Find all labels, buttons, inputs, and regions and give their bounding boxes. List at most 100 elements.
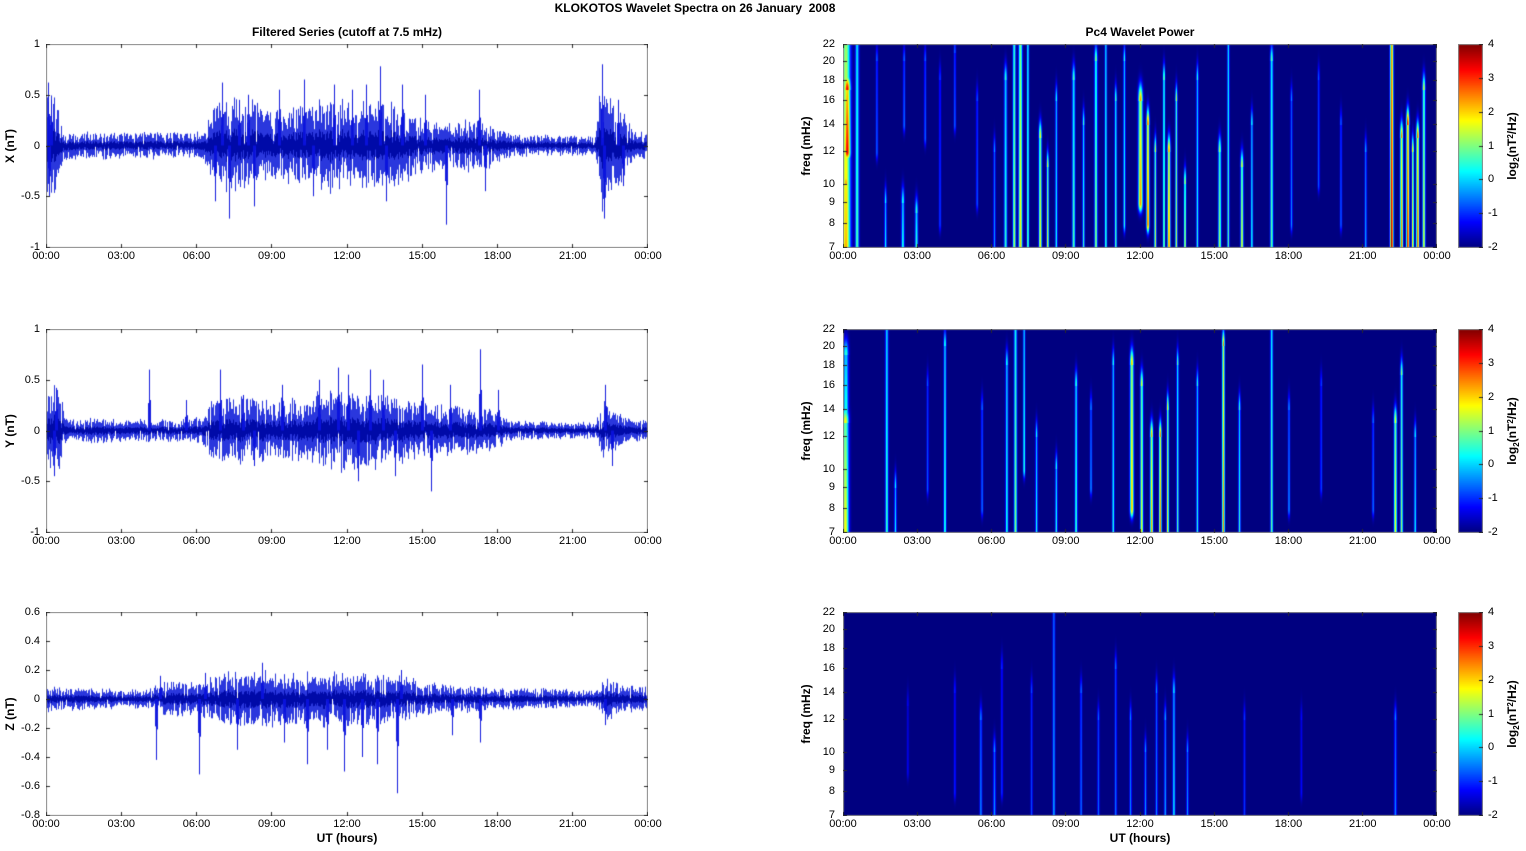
- x-tick-label: 00:00: [32, 818, 60, 830]
- left-x-axis-label: UT (hours): [316, 831, 378, 845]
- freq-tick-label: 14: [822, 118, 835, 131]
- colorbar: [1458, 612, 1483, 816]
- colorbar-tick-label: 1: [1488, 424, 1495, 437]
- colorbar-tick-label: -1: [1488, 775, 1498, 788]
- x-tick-label: 18:00: [483, 818, 512, 830]
- x-tick-label: 15:00: [408, 250, 437, 262]
- colorbar-tick-label: 0: [1488, 173, 1495, 186]
- colorbar-tick-label: -2: [1488, 526, 1498, 538]
- colorbar: [1458, 44, 1483, 248]
- colorbar-tick-label: 1: [1488, 139, 1495, 152]
- x-tick-label: 09:00: [1051, 818, 1080, 830]
- z-wavelet-spectrogram: [843, 612, 1437, 816]
- x-tick-label: 21:00: [1348, 250, 1377, 262]
- x-tick-label: 09:00: [257, 818, 286, 830]
- y-tick-label: 0: [33, 139, 40, 152]
- colorbar-tick-label: 2: [1488, 105, 1495, 118]
- y-wavelet-spectrogram: [843, 329, 1437, 533]
- y-tick-label: 0.2: [24, 664, 40, 676]
- x-tick-label: 06:00: [182, 818, 211, 830]
- x-tick-label: 12:00: [1126, 535, 1154, 547]
- freq-tick-label: 9: [828, 196, 835, 209]
- colorbar-tick-label: -2: [1488, 241, 1498, 253]
- colorbar-tick-label: -1: [1488, 492, 1498, 505]
- x-tick-label: 18:00: [1274, 818, 1303, 830]
- freq-tick-label: 9: [828, 764, 835, 777]
- x-tick-label: 00:00: [634, 535, 662, 547]
- colorbar-tick-label: 3: [1488, 356, 1495, 369]
- freq-tick-label: 18: [822, 73, 835, 86]
- x-tick-label: 06:00: [182, 535, 211, 547]
- x-tick-label: 09:00: [257, 250, 286, 262]
- colorbar-tick-label: 0: [1488, 741, 1495, 754]
- x-tick-label: 12:00: [1126, 818, 1154, 830]
- colorbar-tick-label: -2: [1488, 809, 1498, 821]
- y-tick-label: -1: [30, 526, 40, 538]
- colorbar-tick-label: 4: [1488, 38, 1495, 50]
- colorbar-tick-label: 0: [1488, 458, 1495, 471]
- colorbar-axis-label: log2(nT2/Hz): [1505, 397, 1521, 465]
- figure-title: KLOKOTOS Wavelet Spectra on 26 January 2…: [554, 1, 836, 15]
- freq-tick-label: 20: [822, 622, 835, 635]
- colorbar-tick-label: 2: [1488, 390, 1495, 403]
- x-tick-label: 21:00: [558, 535, 587, 547]
- y-tick-label: 1: [33, 38, 40, 50]
- y-tick-label: 0.6: [24, 606, 40, 618]
- freq-tick-label: 16: [822, 379, 835, 392]
- y-tick-label: 0.5: [24, 373, 40, 386]
- freq-tick-label: 10: [822, 462, 835, 475]
- x-tick-label: 09:00: [257, 535, 286, 547]
- colorbar-axis-label: log2(nT2/Hz): [1505, 680, 1521, 748]
- x-tick-label: 00:00: [32, 535, 60, 547]
- x-tick-label: 18:00: [483, 535, 512, 547]
- freq-tick-label: 14: [822, 686, 835, 699]
- filtered-series-title: Filtered Series (cutoff at 7.5 mHz): [251, 25, 443, 39]
- x-tick-label: 18:00: [1274, 250, 1303, 262]
- x-tick-label: 03:00: [903, 818, 932, 830]
- freq-tick-label: 12: [822, 713, 835, 726]
- x-tick-label: 15:00: [408, 818, 437, 830]
- freq-tick-label: 22: [822, 38, 835, 50]
- x-tick-label: 06:00: [977, 818, 1006, 830]
- freq-tick-label: 18: [822, 641, 835, 654]
- freq-tick-label: 20: [822, 339, 835, 352]
- colorbar-tick-label: 4: [1488, 323, 1495, 335]
- colorbar-tick-label: 3: [1488, 71, 1495, 84]
- y-tick-label: -0.2: [21, 722, 40, 734]
- x-tick-label: 06:00: [977, 250, 1006, 262]
- freq-tick-label: 8: [828, 502, 835, 515]
- freq-tick-label: 12: [822, 145, 835, 158]
- x-tick-label: 00:00: [1423, 250, 1451, 262]
- colorbar-tick-label: 1: [1488, 707, 1495, 720]
- x-tick-label: 12:00: [333, 250, 361, 262]
- x-tick-label: 12:00: [1126, 250, 1154, 262]
- x-tick-label: 15:00: [1200, 535, 1229, 547]
- colorbar-tick-label: 3: [1488, 639, 1495, 652]
- colorbar-tick-label: 2: [1488, 673, 1495, 686]
- y-tick-label: 0.5: [24, 88, 40, 101]
- x-tick-label: 15:00: [1200, 250, 1229, 262]
- freq-tick-label: 7: [828, 526, 835, 538]
- x-tick-label: 00:00: [1423, 535, 1451, 547]
- freq-tick-label: 7: [828, 241, 835, 253]
- x-tick-label: 21:00: [1348, 818, 1377, 830]
- x-tick-label: 09:00: [1051, 250, 1080, 262]
- right-x-axis-label: UT (hours): [1109, 831, 1171, 845]
- freq-tick-label: 20: [822, 54, 835, 67]
- z-filtered-series-plot: [46, 612, 648, 816]
- y-tick-label: 0: [33, 424, 40, 437]
- x-tick-label: 03:00: [903, 250, 932, 262]
- x-tick-label: 00:00: [634, 250, 662, 262]
- x-tick-label: 00:00: [32, 250, 60, 262]
- colorbar-axis-label: log2(nT2/Hz): [1505, 112, 1521, 180]
- x-tick-label: 21:00: [558, 818, 587, 830]
- y-tick-label: 0: [33, 693, 40, 705]
- freq-tick-label: 12: [822, 430, 835, 443]
- x-tick-label: 03:00: [107, 818, 136, 830]
- colorbar-tick-label: 4: [1488, 606, 1495, 618]
- x-tick-label: 03:00: [107, 250, 136, 262]
- x-tick-label: 00:00: [634, 818, 662, 830]
- y-tick-label: -0.6: [21, 780, 40, 792]
- y-filtered-series-plot: [46, 329, 648, 533]
